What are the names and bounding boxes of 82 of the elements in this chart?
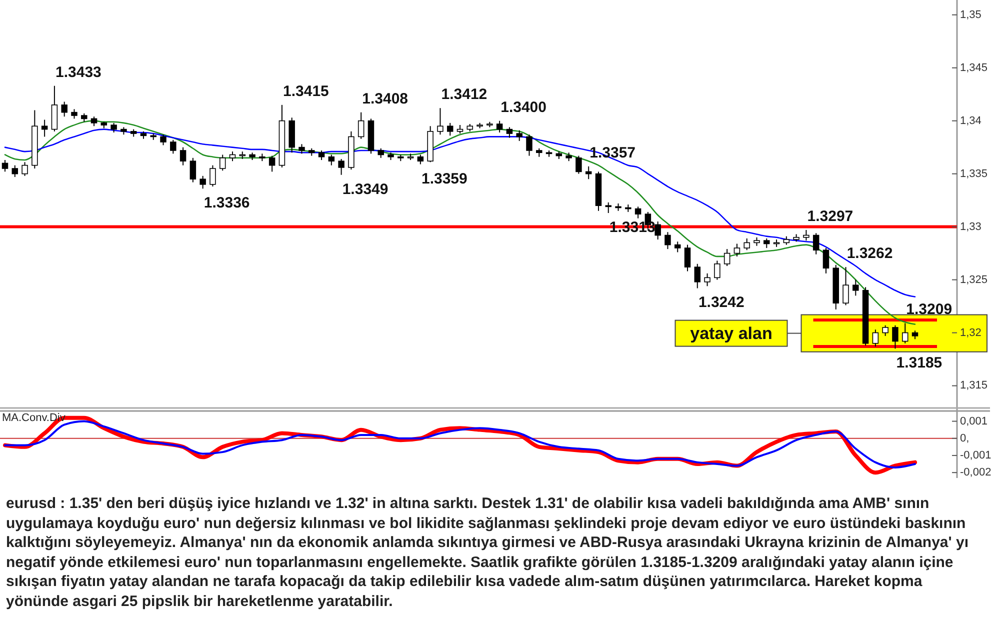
- candlestick: [744, 238, 750, 251]
- candlestick: [268, 155, 276, 172]
- candlestick: [318, 150, 325, 161]
- candlestick: [229, 151, 236, 162]
- candlestick: [298, 144, 305, 154]
- candlestick: [170, 139, 176, 154]
- text: eurusd : 1.35' den beri düşüş iyice hızlandı ve 1.32' in altına sarktı. Destek 1.31' de olabilir kısa vadeli bakıldığında ama AMB' sının uygulamaya koyduğu euro' nun değersiz kılınması ve bol likidite sağlanması şeklindeki proje devam ediyor ve euro üstündeki baskının kalktığını söyleyemeyiz. Almanya' nın da ekonomik anlamda sıkıntıya girmesi ve ABD-Rusya arasındaki Ukrayna krizinin de Almanya' yı negatif yönde etkilemesi euro' nun toparlanmasını engellemekte. Saatlik grafikte görülen 1.3185-1.3209 aralığındaki yatay alanın içine sıkışan fiyatın yatay alandan ne tarafa kopacağı da takip edilebilir kısa vadede alım-satım düşünen yatırımcılarca. Hareket kopma yönünde asgari 25 pipslik bir hareketlenme yaratabilir.: [6, 494, 970, 611]
- candlestick: [872, 329, 879, 348]
- candlestick: [714, 260, 720, 280]
- candlestick: [734, 243, 740, 257]
- candlestick: [437, 108, 444, 136]
- y-tick-label: 1,335: [960, 168, 988, 180]
- y-tick-label: 1,345: [960, 62, 988, 74]
- candlestick: [446, 122, 454, 136]
- candlestick: [882, 324, 888, 336]
- candlestick: [664, 232, 671, 250]
- candlestick: [902, 322, 908, 344]
- y-tick-label: 1,315: [960, 380, 988, 392]
- candlestick: [506, 126, 513, 138]
- candlestick: [200, 175, 206, 190]
- y-tick-label: 1,35: [960, 8, 982, 21]
- candlestick: [71, 108, 78, 120]
- y-tick-label: 1,33: [960, 220, 982, 233]
- candlestick: [634, 206, 642, 219]
- line-series: [4, 420, 916, 468]
- candlestick: [2, 160, 8, 172]
- y-tick-label: 0,: [960, 432, 970, 444]
- candlestick: [378, 148, 384, 158]
- candlestick: [822, 247, 830, 274]
- y-tick-label: 1,325: [960, 274, 988, 286]
- annotation: 1.3408: [362, 90, 408, 108]
- annotation: 1.3336: [204, 194, 250, 212]
- candlestick: [61, 101, 68, 118]
- y-tick-label: -0,001: [960, 449, 992, 462]
- candlestick: [12, 164, 18, 178]
- candlestick: [180, 146, 186, 166]
- candlestick: [210, 164, 216, 188]
- candlestick: [358, 112, 364, 140]
- candlestick: [576, 155, 582, 174]
- candlestick: [496, 120, 503, 133]
- candlestick: [338, 158, 344, 176]
- annotation: 1.3415: [283, 82, 329, 100]
- candlestick: [674, 241, 681, 253]
- y-tick-label: 0,001: [960, 415, 988, 428]
- candlestick: [110, 122, 117, 133]
- annotation: 1.3262: [846, 245, 893, 262]
- candlestick: [694, 263, 701, 289]
- candlestick: [812, 232, 820, 255]
- annotation: 1.3242: [698, 294, 744, 312]
- candlestick: [160, 134, 166, 146]
- candlestick: [22, 162, 28, 176]
- candlestick: [764, 238, 770, 248]
- candlestick: [526, 134, 532, 156]
- y-tick-label: 1,34: [960, 114, 982, 127]
- annotation: 1.3433: [56, 64, 102, 81]
- candlestick: [852, 279, 859, 296]
- candlestick: [41, 119, 48, 138]
- annotation: 1.3359: [421, 170, 468, 188]
- annotation: 1.3357: [590, 144, 636, 162]
- candlestick: [516, 130, 522, 142]
- candlestick: [605, 202, 612, 214]
- annotation: 1.3412: [441, 86, 488, 104]
- annotation: 1.3209: [906, 301, 952, 318]
- candlestick: [90, 116, 98, 127]
- candlestick: [190, 157, 196, 183]
- candlestick: [328, 154, 335, 166]
- candlestick: [417, 154, 424, 165]
- candlestick: [654, 220, 661, 240]
- band-label: yatay alan: [690, 324, 772, 343]
- annotation: 1.3400: [500, 98, 547, 116]
- candlestick: [684, 244, 691, 272]
- candlestick: [704, 272, 710, 287]
- annotation: 1.3349: [342, 180, 388, 198]
- candlestick: [892, 324, 898, 350]
- candlestick: [219, 154, 226, 172]
- candlestick: [842, 266, 849, 306]
- candlestick: [724, 248, 730, 266]
- y-tick-label: 1,32: [960, 326, 982, 339]
- y-tick-label: -0,002: [960, 466, 992, 479]
- candlestick: [803, 229, 810, 242]
- annotation: 1.3297: [807, 208, 854, 225]
- annotation: 1.3185: [896, 354, 942, 372]
